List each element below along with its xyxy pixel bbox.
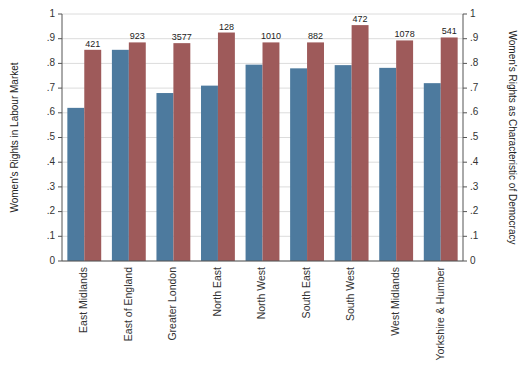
y-tick-label: .5 (47, 131, 56, 142)
x-tick-label: North East (211, 267, 223, 317)
bar (246, 65, 263, 261)
count-label: 882 (308, 31, 323, 41)
axes: 0 .1 .2 .3 .4 .5 .6 .7 .8 .9 1 0 .1 .2 .3 .4 .5 .6 .7 .8 .9 1… (47, 8, 479, 361)
count-label: 541 (442, 26, 457, 36)
y2-tick-label: .2 (470, 205, 479, 216)
y2-axis-label: Women's Rights as Characteristic of Demo… (507, 30, 518, 244)
y2-tick-label: 0 (470, 255, 476, 266)
grid-line (62, 261, 463, 262)
data-labels: 421 923 3577 128 1010 882 472 1078 541 (85, 14, 456, 49)
count-label: 3577 (172, 32, 192, 42)
y2-tick-label: .3 (470, 181, 479, 192)
y-tick (58, 14, 62, 15)
bar (441, 37, 458, 261)
x-tick-label: East Midlands (77, 267, 89, 333)
y-tick-label: .1 (47, 230, 56, 241)
grid-line (62, 14, 463, 15)
count-label: 1010 (261, 31, 281, 41)
count-label: 421 (85, 39, 100, 49)
bar (129, 42, 146, 261)
y-tick (58, 112, 62, 113)
bar (263, 42, 280, 261)
count-label: 923 (130, 31, 145, 41)
y2-tick (463, 186, 467, 187)
y-tick-label: .6 (47, 106, 56, 117)
bar (173, 43, 190, 261)
y-tick-label: .8 (47, 57, 56, 68)
y-tick-label: .4 (47, 156, 56, 167)
bar (335, 65, 352, 261)
y2-tick (463, 88, 467, 89)
x-tick-label: North West (255, 267, 267, 319)
bars (67, 25, 457, 261)
bar (352, 25, 369, 261)
y2-tick-label: .9 (470, 32, 479, 43)
x-tick-label: Yorkshire & Humber (434, 267, 446, 361)
y2-tick (463, 63, 467, 64)
y2-tick (463, 236, 467, 237)
y-tick-label: .2 (47, 205, 56, 216)
y2-tick (463, 211, 467, 212)
y-tick (58, 211, 62, 212)
bar (424, 83, 441, 261)
y-tick (58, 261, 62, 262)
y-tick (58, 88, 62, 89)
grid (62, 14, 463, 261)
y2-tick (463, 14, 467, 15)
y2-tick-label: .7 (470, 82, 479, 93)
chart: 421 923 3577 128 1010 882 472 1078 541 0 .1 .2 .3 .4.… (0, 0, 525, 373)
y-tick (58, 186, 62, 187)
y-tick (58, 63, 62, 64)
y-tick (58, 38, 62, 39)
y2-tick (463, 261, 467, 262)
y-tick (58, 162, 62, 163)
y2-tick (463, 137, 467, 138)
bar (156, 93, 173, 261)
bar (396, 40, 413, 261)
x-axis-line (62, 261, 463, 262)
y-tick (58, 137, 62, 138)
y2-tick-label: .8 (470, 57, 479, 68)
y2-tick (463, 162, 467, 163)
x-tick-label: Greater London (166, 267, 178, 341)
y-tick-label: .3 (47, 181, 56, 192)
y2-tick-label: .6 (470, 106, 479, 117)
y2-tick-label: 1 (470, 8, 476, 19)
x-tick-label: West Midlands (389, 267, 401, 336)
y2-tick-label: .4 (470, 156, 479, 167)
bar (218, 33, 235, 261)
count-label: 472 (353, 14, 368, 24)
bar (67, 108, 84, 261)
y-tick-label: .7 (47, 82, 56, 93)
bar (307, 42, 324, 261)
y-tick-label: 1 (49, 8, 55, 19)
x-tick-label: South West (344, 267, 356, 321)
bar (201, 86, 218, 261)
y-tick (58, 236, 62, 237)
y2-tick-label: .5 (470, 131, 479, 142)
bar (84, 50, 101, 261)
count-label: 128 (219, 22, 234, 32)
x-tick-label: East of England (122, 267, 134, 341)
y2-tick (463, 38, 467, 39)
y2-tick (463, 112, 467, 113)
y-axis-label: Women's Rights in Labour Market (9, 62, 20, 212)
bar (290, 68, 307, 261)
y2-tick-label: .1 (470, 230, 479, 241)
y-tick-label: .9 (47, 32, 56, 43)
bar (112, 50, 129, 261)
y-tick-label: 0 (49, 255, 55, 266)
count-label: 1078 (395, 29, 415, 39)
x-tick-label: South East (300, 267, 312, 318)
bar (379, 68, 396, 261)
